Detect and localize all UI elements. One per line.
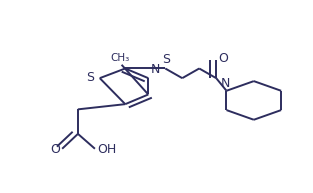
Text: S: S <box>86 71 94 84</box>
Text: S: S <box>162 52 171 65</box>
Text: OH: OH <box>97 143 116 156</box>
Text: O: O <box>218 52 228 65</box>
Text: N: N <box>151 63 160 76</box>
Text: O: O <box>50 143 60 156</box>
Text: CH₃: CH₃ <box>111 53 130 63</box>
Text: N: N <box>221 77 230 90</box>
